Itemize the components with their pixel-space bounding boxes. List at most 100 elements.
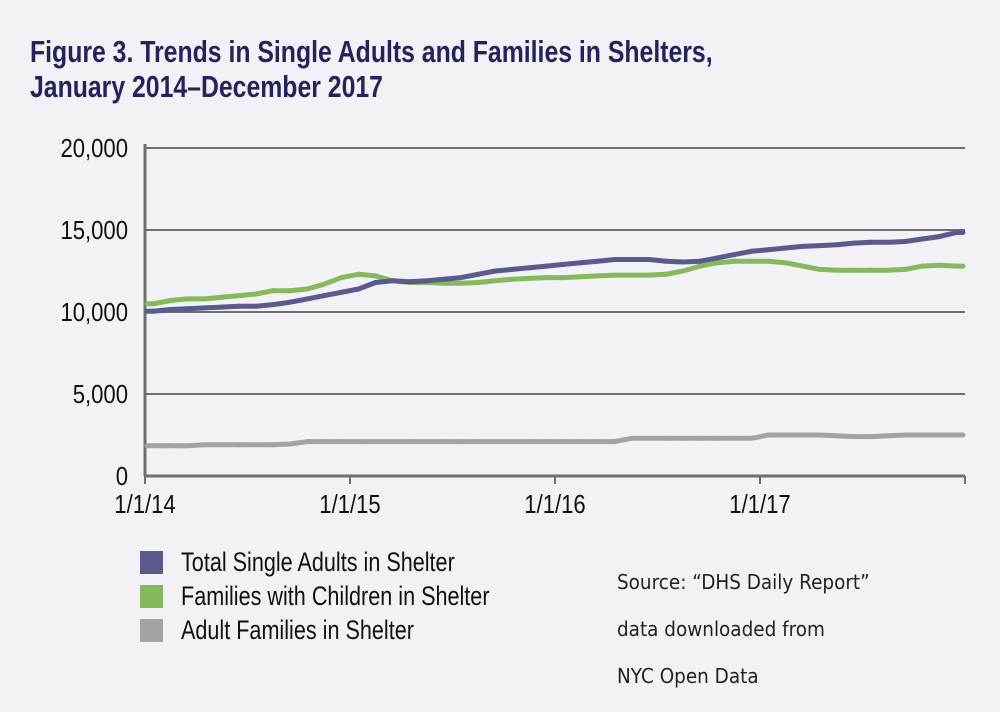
data-point <box>390 278 396 284</box>
data-point <box>561 261 567 267</box>
data-point <box>543 275 549 281</box>
data-point <box>748 248 754 254</box>
legend-item-adult-families: Adult Families in Shelter <box>140 613 567 647</box>
data-point <box>868 434 874 440</box>
data-point <box>817 266 823 272</box>
data-point <box>663 271 669 277</box>
data-point <box>578 439 584 445</box>
data-point <box>151 308 157 314</box>
y-tick-label: 5,000 <box>73 380 128 409</box>
data-point <box>612 272 618 278</box>
data-point <box>629 435 635 441</box>
source-line: data downloaded from <box>617 616 825 641</box>
x-tick-label: 1/1/16 <box>524 490 585 519</box>
data-point <box>612 439 618 445</box>
data-point <box>902 266 908 272</box>
data-point <box>526 265 532 271</box>
title-line-1: Figure 3. Trends in Single Adults and Fa… <box>30 34 713 69</box>
data-point <box>578 274 584 280</box>
data-point <box>817 243 823 249</box>
data-point <box>253 303 259 309</box>
data-point <box>373 279 379 285</box>
data-point <box>680 259 686 265</box>
data-point <box>236 442 242 448</box>
data-point <box>492 278 498 284</box>
data-point <box>219 304 225 310</box>
legend: Total Single Adults in Shelter Families … <box>140 545 567 647</box>
data-point <box>441 280 447 286</box>
data-point <box>424 278 430 284</box>
data-point <box>407 279 413 285</box>
source-note: Source: “DHS Daily Report” data download… <box>617 547 892 712</box>
data-point <box>236 293 242 299</box>
y-tick-label: 0 <box>116 462 128 491</box>
data-point <box>458 275 464 281</box>
data-point <box>919 432 925 438</box>
data-point <box>595 258 601 264</box>
data-point <box>338 275 344 281</box>
data-point <box>270 302 276 308</box>
data-point <box>185 306 191 312</box>
data-point <box>663 258 669 264</box>
data-point <box>697 435 703 441</box>
data-point <box>356 286 362 292</box>
data-point <box>748 258 754 264</box>
series-line-adult-families-in-shelter <box>144 432 966 449</box>
data-point <box>851 240 857 246</box>
chart-title: Figure 3. Trends in Single Adults and Fa… <box>30 34 713 104</box>
source-line: Source: “DHS Daily Report” <box>617 569 870 594</box>
data-point <box>270 442 276 448</box>
data-point <box>168 307 174 313</box>
data-point <box>595 439 601 445</box>
series-line-families-with-children-in-shelter <box>144 258 966 307</box>
x-tick-label: 1/1/14 <box>114 490 175 519</box>
legend-label: Families with Children in Shelter <box>181 580 490 611</box>
data-point <box>219 442 225 448</box>
data-point <box>817 432 823 438</box>
data-point <box>338 439 344 445</box>
data-point <box>714 255 720 261</box>
data-point <box>253 442 259 448</box>
data-point <box>834 433 840 439</box>
data-point <box>561 439 567 445</box>
data-point <box>646 257 652 263</box>
data-point <box>885 267 891 273</box>
data-point <box>390 439 396 445</box>
title-line-2: January 2014–December 2017 <box>30 69 383 104</box>
data-point <box>475 439 481 445</box>
data-point <box>953 263 959 269</box>
data-point <box>953 432 959 438</box>
data-point <box>936 234 942 240</box>
data-point <box>868 267 874 273</box>
legend-swatch <box>140 584 163 608</box>
data-point <box>714 435 720 441</box>
data-point <box>919 236 925 242</box>
data-point <box>766 258 772 264</box>
legend-item-families-children: Families with Children in Shelter <box>140 579 567 613</box>
data-point <box>885 433 891 439</box>
y-tick-label: 15,000 <box>60 216 128 245</box>
data-point <box>304 439 310 445</box>
data-point <box>321 293 327 299</box>
data-point <box>936 262 942 268</box>
data-point <box>202 296 208 302</box>
data-point <box>287 441 293 447</box>
legend-item-single-adults: Total Single Adults in Shelter <box>140 545 567 579</box>
data-point <box>338 289 344 295</box>
data-point <box>168 443 174 449</box>
data-point <box>595 273 601 279</box>
data-point <box>151 301 157 307</box>
x-tick-label: 1/1/15 <box>319 490 380 519</box>
data-point <box>526 275 532 281</box>
data-point <box>902 432 908 438</box>
data-point <box>407 439 413 445</box>
data-point <box>953 229 959 235</box>
data-point <box>253 291 259 297</box>
data-point <box>578 260 584 266</box>
data-point <box>731 435 737 441</box>
data-point <box>629 257 635 263</box>
data-point <box>646 435 652 441</box>
data-point <box>202 442 208 448</box>
data-point <box>185 443 191 449</box>
source-line: NYC Open Data <box>617 663 759 688</box>
